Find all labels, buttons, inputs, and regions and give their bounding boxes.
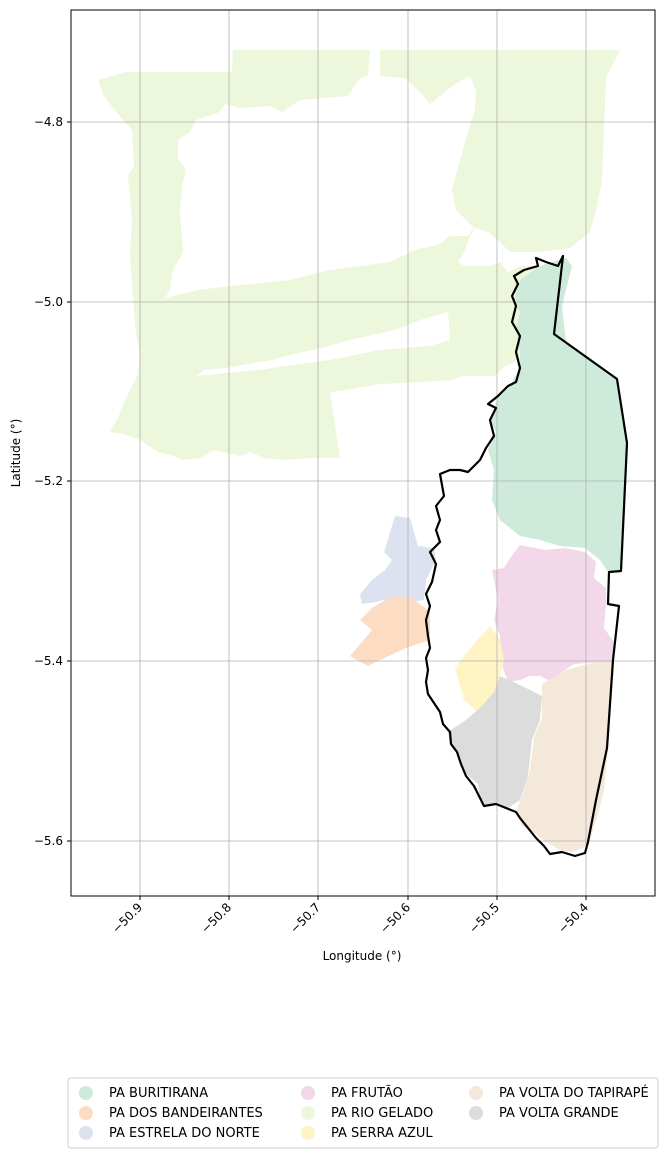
legend-label: PA VOLTA GRANDE [499, 1106, 619, 1121]
legend-marker [469, 1106, 483, 1120]
legend-marker [301, 1126, 315, 1140]
y-tick-label: −5.0 [34, 295, 63, 309]
legend-frame [67, 1077, 659, 1149]
legend-label: PA DOS BANDEIRANTES [109, 1106, 263, 1121]
y-tick-label: −5.4 [34, 654, 63, 668]
y-tick-label: −5.2 [34, 474, 63, 488]
area-pa-volta-grande [448, 676, 542, 808]
legend-marker [79, 1126, 93, 1140]
x-axis-label: Longitude (°) [323, 949, 402, 963]
legend-label: PA FRUTÃO [331, 1085, 403, 1101]
area-pa-volta-do-tapirape [516, 662, 614, 852]
municipality-boundary [424, 254, 629, 858]
legend-label: PA VOLTA DO TAPIRAPÉ [499, 1085, 649, 1101]
y-tick-label: −5.6 [34, 834, 63, 848]
settlement-areas [98, 50, 628, 852]
legend-marker [79, 1086, 93, 1100]
x-tick-label: −50.8 [198, 900, 234, 936]
legend-label: PA BURITIRANA [109, 1086, 208, 1101]
legend-marker [469, 1086, 483, 1100]
area-pa-buritirana [488, 258, 628, 572]
legend-label: PA ESTRELA DO NORTE [109, 1126, 260, 1141]
legend-label: PA SERRA AZUL [331, 1126, 433, 1141]
legend-item: PA VOLTA DO TAPIRAPÉ [469, 1085, 649, 1101]
legend-item: PA BURITIRANA [79, 1086, 208, 1101]
area-pa-dos-bandeirantes [350, 596, 430, 666]
x-tick-label: −50.4 [555, 900, 591, 936]
legend-item: PA RIO GELADO [301, 1106, 433, 1121]
plot-frame [70, 9, 656, 897]
y-axis-label: Latitude (°) [9, 419, 23, 488]
x-tick-label: −50.6 [377, 900, 413, 936]
legend-item: PA FRUTÃO [301, 1085, 403, 1101]
y-axis [67, 121, 71, 842]
legend-item: PA VOLTA GRANDE [469, 1106, 619, 1121]
y-tick-label: −4.8 [34, 115, 63, 129]
area-pa-serra-azul [455, 626, 504, 712]
legend-label: PA RIO GELADO [331, 1106, 433, 1121]
x-tick-label: −50.7 [287, 900, 323, 936]
legend: PA BURITIRANA PA DOS BANDEIRANTES PA EST… [67, 1077, 659, 1149]
legend-item: PA DOS BANDEIRANTES [79, 1106, 263, 1121]
legend-item: PA SERRA AZUL [301, 1126, 433, 1141]
legend-marker [301, 1106, 315, 1120]
x-axis [139, 896, 587, 900]
legend-item: PA ESTRELA DO NORTE [79, 1126, 260, 1141]
area-pa-estrela-do-norte [360, 516, 436, 604]
area-pa-frutao [492, 545, 614, 696]
legend-marker [301, 1086, 315, 1100]
area-pa-rio-gelado [98, 50, 620, 460]
grid [71, 10, 655, 896]
x-tick-label: −50.9 [109, 900, 145, 936]
legend-marker [79, 1106, 93, 1120]
x-tick-label: −50.5 [466, 900, 502, 936]
